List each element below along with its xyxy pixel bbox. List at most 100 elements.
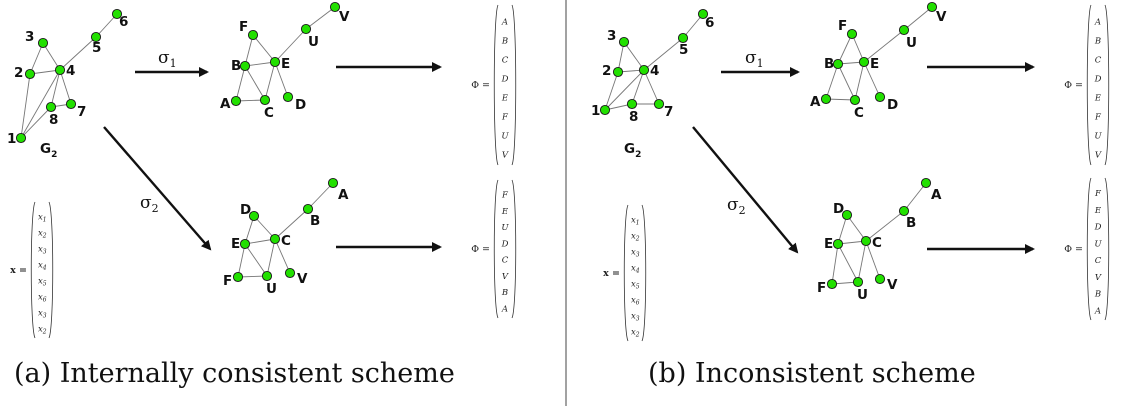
b-g-bot-node-label-C: C bbox=[872, 235, 882, 251]
b-g-top-node-D bbox=[874, 91, 886, 103]
a-g-bot-edge-D-C bbox=[253, 215, 276, 240]
b-g-bot-node-U bbox=[852, 276, 864, 288]
b-g2-node-1 bbox=[599, 104, 611, 116]
a-g-top-node-D bbox=[282, 91, 294, 103]
a-sigma1-label: σ1 bbox=[158, 48, 177, 70]
b-phi-top-entry-1: B bbox=[1094, 37, 1101, 47]
b-g-bot-node-label-U: U bbox=[857, 287, 868, 303]
a-g2-node-label-2: 2 bbox=[14, 65, 23, 81]
b-x-vector-entry-0: x1 bbox=[631, 216, 640, 227]
a-phi-top-right-paren bbox=[511, 4, 517, 166]
a-x-vector-left-paren bbox=[30, 201, 36, 339]
b-phi-top-entry-2: C bbox=[1095, 56, 1102, 66]
a-sigma2-arrow bbox=[103, 126, 212, 251]
b-g-top-node-label-A: A bbox=[810, 94, 821, 110]
b-g-top-node-V bbox=[926, 1, 938, 13]
a-g2-node-8 bbox=[45, 101, 57, 113]
caption-a: (a) Internally consistent scheme bbox=[14, 358, 455, 389]
b-x-vector: x1 x2 x3 x4 x5 x6 x3 x2 x = bbox=[603, 204, 647, 342]
b-g2-edge-1-4 bbox=[604, 69, 645, 111]
b-g-top-node-A bbox=[820, 93, 832, 105]
b-g-bot-graph: D E C BA F U V bbox=[817, 177, 942, 303]
a-g2-node-label-4: 4 bbox=[66, 63, 75, 79]
a-g-top-node-label-B: B bbox=[231, 58, 241, 74]
a-g2-node-4 bbox=[54, 64, 66, 76]
a-g2-node-label-1: 1 bbox=[7, 131, 16, 147]
a-g-bot-node-label-V: V bbox=[297, 271, 308, 287]
b-g2-node-3 bbox=[618, 36, 630, 48]
a-g-top-node-F bbox=[247, 29, 259, 41]
b-sigma1-label: σ1 bbox=[745, 48, 764, 70]
b-g-bot-edge-C-B bbox=[865, 210, 905, 242]
b-g-top-node-U bbox=[898, 24, 910, 36]
a-g-top-node-label-C: C bbox=[264, 105, 274, 121]
b-g-top-node-label-V: V bbox=[936, 9, 947, 25]
a-g-top-edge-F-B bbox=[244, 34, 254, 67]
b-x-vector-equals: x = bbox=[603, 268, 620, 279]
b-g-top-node-E bbox=[858, 56, 870, 68]
b-phi-bot-entry-6: B bbox=[1094, 290, 1101, 300]
a-phi-bot-entry-6: B bbox=[501, 288, 508, 298]
b-x-vector-entry-6: x3 bbox=[631, 312, 640, 323]
a-g2-node-1 bbox=[15, 132, 27, 144]
b-g-bot-edge-U-C bbox=[857, 240, 867, 283]
a-g-top-node-E bbox=[269, 56, 281, 68]
a-g2-node-5 bbox=[90, 31, 102, 43]
a-g-top-node-A bbox=[230, 95, 242, 107]
b-g-top-edge-E-U bbox=[863, 29, 905, 63]
a-g-bot-edge-E-U bbox=[244, 243, 268, 277]
b-g-bot-edge-D-C bbox=[846, 214, 867, 242]
a-g-bot-edge-B-A bbox=[307, 182, 334, 210]
b-g-bot-node-label-D: D bbox=[833, 201, 844, 217]
b-g-top-edge-C-E bbox=[854, 61, 865, 101]
b-phi-bot-entry-5: V bbox=[1095, 273, 1102, 283]
a-g2-name: G2 bbox=[40, 141, 57, 160]
a-g-top-node-label-E: E bbox=[281, 56, 290, 72]
a-g2-node-label-7: 7 bbox=[77, 104, 86, 120]
b-phi-top-entry-4: E bbox=[1094, 94, 1102, 104]
a-g-bot-graph: D E C B A F U V bbox=[223, 177, 349, 297]
b-g-bot-node-label-A: A bbox=[931, 187, 942, 203]
b-g2-node-6 bbox=[697, 8, 709, 20]
a-phi-bot-entry-4: C bbox=[502, 256, 509, 266]
b-g2-graph: 1 2 3 4 5 6 7 8 bbox=[591, 8, 714, 125]
a-g2-node-label-5: 5 bbox=[92, 40, 101, 56]
b-g-bot-edge-E-U bbox=[837, 243, 859, 283]
a-g2-edge-5-6 bbox=[95, 13, 118, 38]
b-g-bot-edge-E-F bbox=[831, 243, 839, 285]
b-g-bot-node-label-E: E bbox=[824, 236, 833, 252]
b-g2-node-5 bbox=[677, 32, 689, 44]
b-sigma2-arrow bbox=[692, 126, 799, 254]
a-phi-top-entry-0: A bbox=[501, 18, 508, 28]
b-g2-edge-4-8 bbox=[631, 69, 645, 105]
b-phi-top-entry-5: F bbox=[1094, 113, 1102, 123]
a-phi-top-entry-6: U bbox=[501, 132, 509, 142]
a-g2-node-3 bbox=[37, 37, 49, 49]
b-phi-top-right-paren bbox=[1104, 4, 1110, 166]
b-g-top-edge-B-A bbox=[825, 63, 839, 100]
b-g-top-node-label-F: F bbox=[838, 18, 847, 34]
b-phi-bot-entry-7: A bbox=[1094, 306, 1101, 316]
a-phi-bot-entry-1: E bbox=[501, 207, 509, 217]
b-g2-node-label-7: 7 bbox=[664, 104, 673, 120]
b-g2-node-7 bbox=[653, 98, 665, 110]
a-g2-node-7 bbox=[65, 98, 77, 110]
b-x-vector-right-paren bbox=[641, 204, 647, 342]
caption-b: (b) Inconsistent scheme bbox=[648, 358, 976, 389]
b-sigma2-label: σ2 bbox=[727, 195, 746, 217]
a-g-bot-node-E bbox=[239, 238, 251, 250]
a-phi-top-entry-2: C bbox=[502, 56, 509, 66]
b-g-bot-node-label-F: F bbox=[817, 280, 826, 296]
b-g-top-graph: F B E U V A C D bbox=[810, 1, 947, 121]
b-phi-top-entry-3: D bbox=[1094, 75, 1102, 85]
b-g-bot-node-B bbox=[898, 205, 910, 217]
a-sigma2-label: σ2 bbox=[140, 193, 159, 215]
a-phi-bot-entry-7: A bbox=[501, 304, 508, 314]
a-g-top-node-label-F: F bbox=[239, 19, 248, 35]
a-g-top-node-label-A: A bbox=[220, 96, 231, 112]
a-g-bot-edge-C-B bbox=[274, 208, 309, 240]
b-g2-node-2 bbox=[612, 66, 624, 78]
a-g2-edge-4-8 bbox=[50, 69, 61, 108]
b-phi-bot-entry-4: C bbox=[1095, 256, 1102, 266]
a-g-bot-node-label-C: C bbox=[281, 233, 291, 249]
